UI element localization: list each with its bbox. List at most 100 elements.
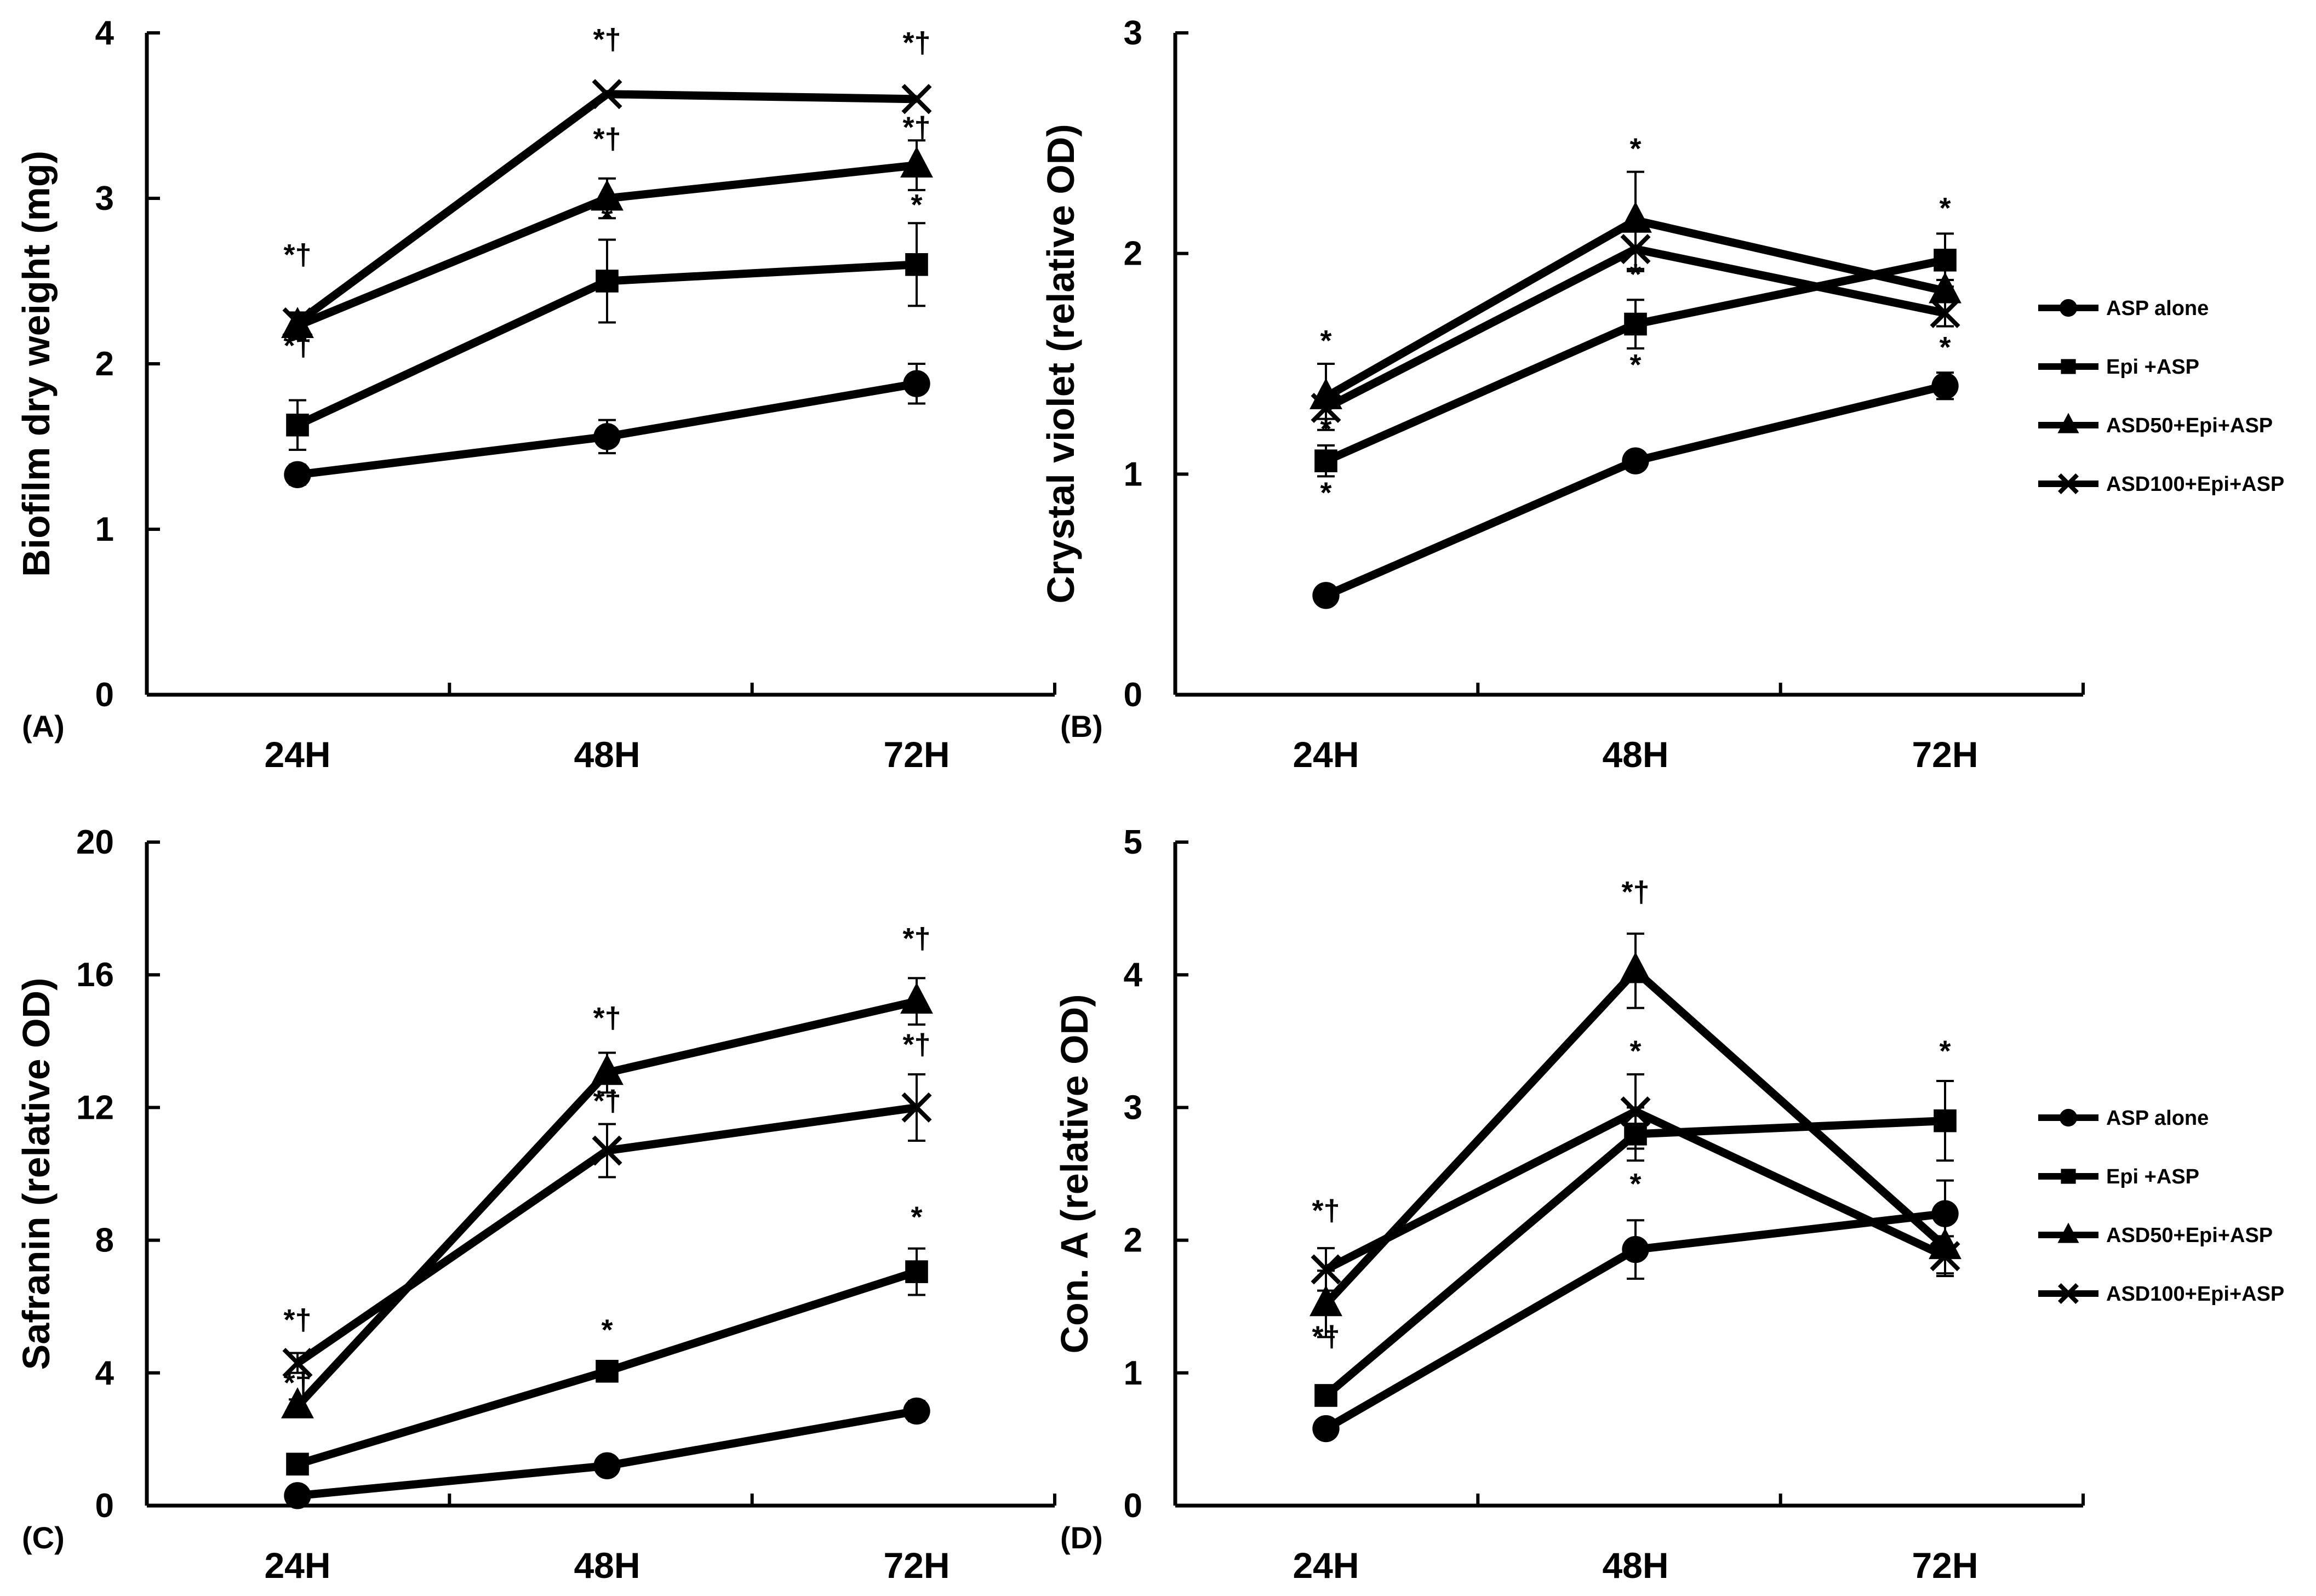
legend-label: ASD50+Epi+ASP	[2106, 414, 2273, 437]
series-triangle	[281, 977, 933, 1418]
panel-label: (B)	[1060, 709, 1103, 743]
significance-annotation: *	[1320, 413, 1331, 445]
significance-annotation: *	[1939, 331, 1951, 364]
x-category-label: 24H	[264, 1545, 330, 1586]
y-tick-label: 4	[95, 1354, 115, 1392]
data-point	[903, 370, 930, 397]
legend-marker	[2057, 413, 2079, 433]
series-circle	[284, 363, 930, 489]
legend-marker	[2061, 1169, 2076, 1184]
legend-marker	[2058, 1283, 2079, 1304]
legend-marker	[2057, 1222, 2079, 1243]
data-point	[1620, 1096, 1651, 1127]
series-circle	[1312, 371, 1959, 609]
panel-c: 0 4 8 12 16 20 24H 48H 72H Safranin (relative OD)…	[15, 823, 1056, 1586]
series-cross	[1311, 1073, 1960, 1292]
panel-label: (C)	[22, 1520, 65, 1555]
data-point	[1619, 952, 1652, 983]
x-category-label: 72H	[883, 734, 950, 775]
data-point	[1311, 393, 1341, 424]
y-axis-title: Biofilm dry weight (mg)	[15, 151, 58, 577]
significance-annotation: *	[1939, 1035, 1951, 1068]
data-point	[1620, 234, 1651, 265]
y-tick-label: 2	[1124, 235, 1142, 273]
x-category-label: 24H	[1293, 734, 1359, 775]
significance-annotation: *	[1320, 477, 1331, 510]
y-tick-label: 4	[95, 14, 115, 52]
data-point	[591, 179, 624, 211]
significance-annotation: *†	[283, 1366, 311, 1399]
significance-annotation: *†	[593, 1002, 621, 1034]
data-point	[1619, 201, 1652, 233]
legend-label: ASD100+Epi+ASP	[2106, 1283, 2284, 1306]
panel-label: (A)	[22, 709, 65, 743]
legend-marker	[2059, 1108, 2078, 1127]
data-point	[1934, 1109, 1957, 1132]
data-point	[1314, 1384, 1337, 1407]
significance-annotation: *†	[283, 1303, 311, 1336]
data-point	[592, 1135, 622, 1166]
panel-b: 0 1 2 3 24H 48H 72H Crystal violet (relative OD…	[1039, 14, 2284, 775]
significance-annotation: *	[601, 202, 613, 234]
x-category-label: 72H	[883, 1545, 950, 1586]
y-tick-label: 0	[95, 1487, 114, 1525]
y-tick-label: 1	[1124, 455, 1142, 493]
series-square	[286, 222, 928, 451]
significance-annotation: *	[1629, 1168, 1641, 1200]
y-tick-label: 4	[1124, 956, 1143, 994]
data-point	[286, 1452, 309, 1476]
data-point	[1930, 298, 1960, 328]
significance-annotation: *	[1320, 324, 1331, 357]
significance-annotation: *	[1939, 192, 1951, 225]
y-tick-label: 16	[76, 956, 114, 994]
significance-annotation: *†	[902, 922, 930, 955]
x-category-label: 48H	[1602, 1545, 1668, 1586]
significance-annotation: *	[601, 1313, 613, 1346]
series-square	[286, 1247, 928, 1476]
x-category-label: 48H	[574, 1545, 640, 1586]
significance-annotation: *†	[1621, 876, 1649, 908]
y-tick-label: 2	[95, 345, 114, 383]
data-point	[592, 79, 622, 110]
data-point	[1931, 372, 1959, 399]
y-tick-label: 0	[1124, 1487, 1142, 1525]
y-tick-label: 1	[1124, 1354, 1142, 1392]
series-circle	[284, 1397, 930, 1509]
legend-label: ASD100+Epi+ASP	[2106, 473, 2284, 496]
data-point	[901, 1092, 932, 1123]
y-tick-label: 0	[95, 676, 114, 714]
series-cross	[282, 79, 932, 338]
significance-annotation: *†	[1312, 1194, 1340, 1227]
panel-a: 0 1 2 3 4 24H 48H 72H Biofilm dry weight (mg) (A)…	[15, 14, 1056, 775]
series-cross	[282, 1073, 932, 1378]
data-point	[282, 307, 313, 338]
data-point	[1312, 1415, 1340, 1443]
y-tick-label: 8	[95, 1222, 114, 1260]
y-axis-title: Con. A (relative OD)	[1053, 994, 1096, 1353]
y-tick-label: 5	[1124, 823, 1142, 861]
data-point	[903, 1397, 930, 1425]
x-category-label: 48H	[1602, 734, 1668, 775]
data-point	[591, 1054, 624, 1085]
data-point	[281, 1387, 314, 1418]
x-category-label: 24H	[264, 734, 330, 775]
data-point	[596, 1359, 619, 1383]
legend-label: ASD50+Epi+ASP	[2106, 1224, 2273, 1247]
data-point	[284, 461, 311, 489]
data-point	[593, 1452, 621, 1480]
data-point	[1934, 248, 1957, 272]
data-point	[1930, 1241, 1960, 1272]
significance-annotation: *	[911, 188, 922, 221]
legend: ASP alone Epi +ASP ASD50+Epi+ASP ASD100+Epi…	[2038, 1107, 2284, 1306]
legend-marker	[2059, 299, 2078, 317]
significance-annotation: *	[1629, 348, 1641, 381]
data-point	[1312, 582, 1340, 609]
y-axis-title: Crystal violet (relative OD)	[1039, 124, 1082, 603]
data-point	[1314, 449, 1337, 472]
panel-d: 0 1 2 3 4 5 24H 48H 72H Con. A (relative OD) (D) *†…	[1053, 823, 2284, 1586]
data-point	[286, 413, 309, 437]
y-tick-label: 12	[76, 1089, 114, 1126]
data-point	[282, 1348, 313, 1378]
y-tick-label: 0	[1124, 676, 1142, 714]
y-tick-label: 2	[1124, 1222, 1142, 1260]
